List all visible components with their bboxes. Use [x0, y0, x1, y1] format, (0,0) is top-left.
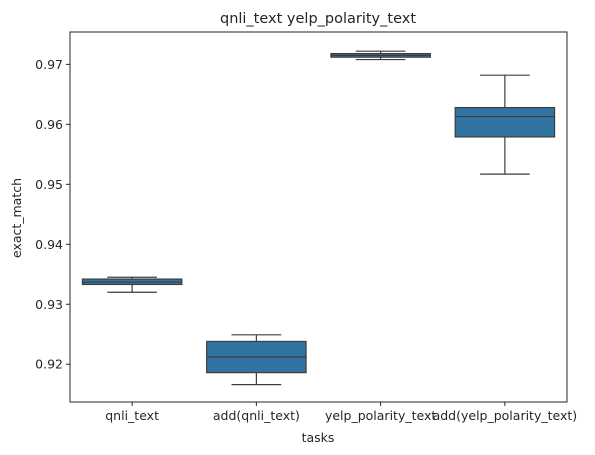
x-tick-label: add(yelp_polarity_text) — [433, 408, 578, 423]
x-tick-label: add(qnli_text) — [213, 408, 300, 423]
x-tick-label: qnli_text — [105, 408, 159, 423]
chart-title: qnli_text yelp_polarity_text — [220, 11, 416, 27]
plot-frame — [69, 31, 568, 403]
x-tick-label: yelp_polarity_text — [325, 408, 436, 423]
y-tick-label: 0.97 — [35, 57, 63, 72]
y-tick-label: 0.94 — [35, 237, 63, 252]
box-iqr — [454, 106, 556, 138]
y-tick-label: 0.93 — [35, 297, 63, 312]
x-axis-label: tasks — [302, 430, 335, 445]
y-tick-label: 0.95 — [35, 177, 63, 192]
y-tick-label: 0.92 — [35, 357, 63, 372]
y-tick-label: 0.96 — [35, 117, 63, 132]
y-axis-label: exact_match — [9, 178, 24, 258]
